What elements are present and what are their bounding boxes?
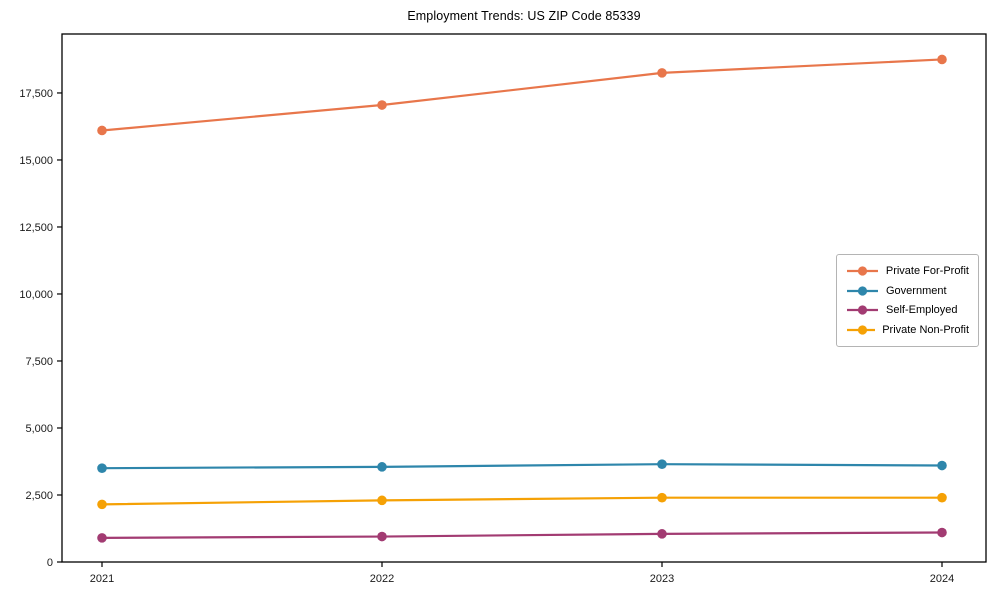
y-tick-label: 15,000 [19,155,53,167]
legend-line-marker-icon [847,305,878,315]
legend-label: Private Non-Profit [882,323,969,336]
data-point-marker [937,460,947,471]
data-point-marker [937,492,947,503]
legend-item: Private For-Profit [846,262,969,280]
data-point-marker [97,463,107,473]
data-point-marker [377,462,387,472]
series-line [101,496,942,506]
legend-line-marker-icon [847,266,878,276]
plot-border [61,33,987,563]
data-point-marker [937,54,947,65]
data-point-marker [657,68,667,78]
x-tick-label: 2023 [650,573,674,585]
y-tick-label: 7,500 [25,356,53,368]
y-tick-label: 2,500 [25,490,53,502]
y-tick-label: 12,500 [19,222,53,234]
data-point-marker [657,529,667,539]
legend-label: Private For-Profit [885,265,969,277]
y-tick-label: 5,000 [25,423,53,435]
data-point-marker [377,531,387,542]
data-point-marker [97,125,107,136]
data-point-marker [377,495,387,506]
data-point-marker [657,492,667,503]
x-tick-label: 2024 [930,573,954,585]
data-point-marker [377,100,387,110]
legend: Private For-Profit Government Self-Emplo… [836,254,979,347]
legend-item: Government [846,282,969,300]
data-point-marker [937,527,947,538]
legend-item: Self-Employed [846,301,969,319]
x-tick-label: 2022 [370,573,394,585]
legend-label: Government [886,284,947,297]
legend-line-marker-icon [847,325,876,335]
legend-line-marker-icon [847,286,878,296]
x-tick-label: 2021 [90,573,114,585]
legend-label: Self-Employed [886,304,958,317]
series-line [101,58,943,132]
series-line [101,531,943,539]
y-tick-label: 10,000 [19,289,53,301]
y-tick-label: 17,500 [19,88,53,100]
y-tick-label: 0 [47,557,53,569]
legend-item: Private Non-Profit [846,321,969,339]
data-point-marker [657,459,667,469]
data-point-marker [97,533,107,543]
data-point-marker [97,499,107,510]
series-line [101,463,943,470]
chart-title: Employment Trends: US ZIP Code 85339 [407,9,641,23]
